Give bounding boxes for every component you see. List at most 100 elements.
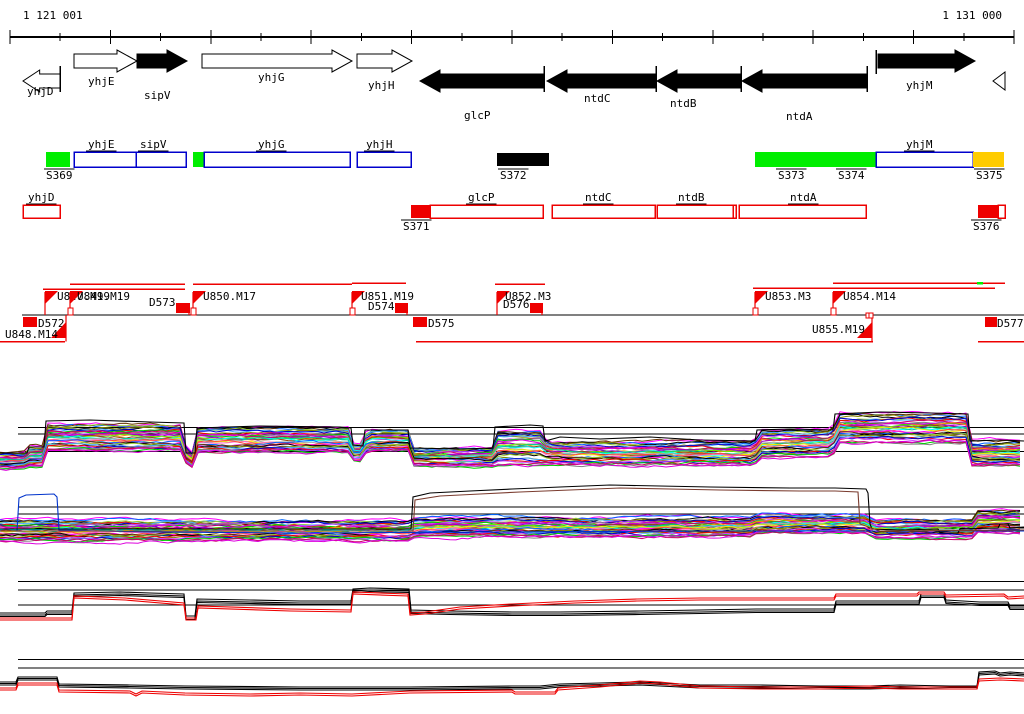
segment-box-yhjE-sipV[interactable]: [73, 151, 187, 168]
profile-line: [0, 529, 1021, 545]
expression-panel-4: [0, 659, 1024, 697]
gene-track: yhjD yhjE sipV yhjG yhjH glcP ntdC ntdB ntdA yhjM: [22, 49, 1006, 123]
gene-arrow-glcP[interactable]: [418, 69, 544, 93]
segment-box-ntdA[interactable]: [738, 204, 867, 219]
segment-label-glcP: glcP: [468, 191, 495, 204]
gene-label-sipV: sipV: [144, 89, 171, 102]
segment-box-S372[interactable]: [497, 153, 549, 166]
gene-arrow-yhjH[interactable]: [356, 49, 414, 73]
probe-up-flag-U852.M3[interactable]: [497, 291, 510, 304]
probe-base-box: [67, 307, 74, 316]
profile-line: [0, 439, 1021, 471]
segment-box-yhjM[interactable]: [875, 151, 974, 168]
probe-up-flag-U854.M14[interactable]: [833, 291, 846, 304]
probe-box-D577[interactable]: [985, 317, 997, 327]
probe-down-flag-U855.M19[interactable]: [857, 322, 872, 338]
probe-up-flag-U850.M17[interactable]: [193, 291, 206, 304]
profile-series-line: [0, 590, 1024, 621]
probe-box-D575[interactable]: [413, 317, 427, 327]
gene-label-ntdC: ntdC: [584, 92, 611, 105]
profile-outlier-line: [0, 484, 1024, 534]
profile-outlier-line: [0, 493, 1024, 534]
probe-label-D574[interactable]: D574: [368, 300, 395, 313]
segment-label-S375: S375: [976, 169, 1003, 182]
gene-arrow-yhjE[interactable]: [73, 49, 139, 73]
probe-up-flag-U849.M19[interactable]: [70, 291, 83, 304]
segment-box-S369[interactable]: [46, 152, 70, 167]
probe-up-flag-U847.M19[interactable]: [45, 291, 58, 304]
expression-panel-2: [0, 484, 1024, 545]
probe-box-D572[interactable]: [23, 317, 37, 327]
profile-line: [0, 435, 1021, 467]
segment-label-yhjM: yhjM: [906, 138, 933, 151]
gene-arrow-yhjG[interactable]: [201, 49, 354, 73]
segment-track-lower: yhjD glcP ntdC ntdB ntdA S371 S376: [22, 191, 1006, 233]
probe-box-D573[interactable]: [176, 303, 190, 313]
probe-label-D575[interactable]: D575: [428, 317, 455, 330]
segment-box-yhjG[interactable]: [203, 151, 351, 168]
probe-label-U851.M19[interactable]: U851.M19: [361, 290, 414, 303]
segment-box-S371-start[interactable]: [411, 205, 430, 218]
segment-box-S376-start[interactable]: [978, 205, 998, 218]
segment-label-S376: S376: [973, 220, 1000, 233]
probe-label-U853.M3[interactable]: U853.M3: [765, 290, 811, 303]
segment-box-S373-S374[interactable]: [755, 152, 876, 167]
expression-panel-3: [0, 581, 1024, 621]
segment-label-S372: S372: [500, 169, 527, 182]
gene-label-yhjG: yhjG: [258, 71, 285, 84]
gene-label-yhjH: yhjH: [368, 79, 395, 92]
probe-box-D574[interactable]: [395, 303, 408, 313]
gene-arrow-ntdC[interactable]: [545, 69, 656, 93]
probe-label-U850.M17[interactable]: U850.M17: [203, 290, 256, 303]
segment-label-S369: S369: [46, 169, 73, 182]
segment-box-yhjH[interactable]: [356, 151, 412, 168]
gene-arrow-sipV[interactable]: [136, 49, 189, 73]
profile-series-line: [0, 670, 1024, 688]
gene-arrow-partial-gene[interactable]: [992, 71, 1006, 91]
gene-label-yhjE: yhjE: [88, 75, 115, 88]
probe-label-D573[interactable]: D573: [149, 296, 176, 309]
segment-box-S375[interactable]: [973, 152, 1004, 167]
segment-box-yhjD[interactable]: [22, 204, 61, 219]
probe-base-box: [190, 307, 197, 316]
probe-label-D577[interactable]: D577: [997, 317, 1024, 330]
profile-line: [0, 527, 1021, 541]
segment-label-S374: S374: [838, 169, 865, 182]
probe-label-U852.M3[interactable]: U852.M3: [505, 290, 551, 303]
probe-up-flag-U851.M19[interactable]: [352, 291, 365, 304]
segment-box-S376-end[interactable]: [997, 204, 1006, 219]
probe-label-U848.M14[interactable]: U848.M14: [5, 328, 58, 341]
gene-arrow-yhjM[interactable]: [877, 49, 977, 73]
ruler-end-label: 1 131 000: [942, 9, 1002, 22]
profile-outlier-line: [0, 487, 1024, 532]
gene-label-glcP: glcP: [464, 109, 491, 122]
probe-label-D576[interactable]: D576: [503, 298, 530, 311]
probe-label-U854.M14[interactable]: U854.M14: [843, 290, 896, 303]
segment-box-ntdB[interactable]: [656, 204, 737, 219]
segment-label-yhjG: yhjG: [258, 138, 285, 151]
gene-label-ntdB: ntdB: [670, 97, 697, 110]
gene-arrow-ntdA[interactable]: [740, 69, 867, 93]
segment-label-S371: S371: [403, 220, 430, 233]
profile-line: [0, 513, 1021, 528]
profile-line: [0, 413, 1021, 456]
segment-box-glcP[interactable]: [429, 204, 544, 219]
segment-label-S373: S373: [778, 169, 805, 182]
profile-line: [0, 530, 1021, 543]
probe-label-U849.M19[interactable]: U849.M19: [77, 290, 130, 303]
probe-box-D576[interactable]: [530, 303, 543, 313]
segment-label-ntdC: ntdC: [585, 191, 612, 204]
segment-box-ntdC[interactable]: [551, 204, 656, 219]
gene-arrow-yhjD[interactable]: [22, 69, 61, 93]
profile-line: [0, 509, 1021, 524]
probe-up-flag-U853.M3[interactable]: [755, 291, 768, 304]
probe-label-U855.M19[interactable]: U855.M19: [812, 323, 865, 336]
gene-label-ntdA: ntdA: [786, 110, 813, 123]
probe-label-D572[interactable]: D572: [38, 317, 65, 330]
gene-arrow-ntdB[interactable]: [655, 69, 741, 93]
segment-box-yhjG-start[interactable]: [193, 152, 204, 167]
probe-down-flag-U848.M14[interactable]: [51, 322, 66, 338]
